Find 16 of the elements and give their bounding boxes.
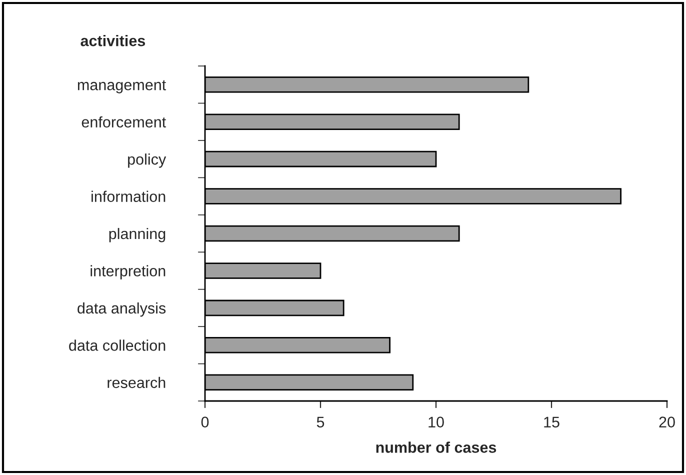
x-tick-label: 0 [201, 416, 209, 428]
x-tick-label: 15 [544, 416, 560, 428]
y-tick-label: policy [128, 154, 166, 168]
x-tick-label: 10 [428, 416, 444, 428]
y-tick-label: data analysis [78, 302, 166, 317]
y-tick-label: information [92, 190, 166, 202]
y-tick-label: interpretion [90, 265, 166, 280]
y-tick-label: research [108, 376, 166, 388]
y-tick-label: planning [109, 228, 166, 242]
y-axis-title: activities [80, 35, 146, 46]
x-axis-title: number of cases [376, 442, 496, 453]
x-tick-label: 20 [659, 416, 675, 428]
y-tick-label: data collection [69, 340, 166, 351]
y-tick-label: management [78, 80, 166, 94]
x-tick-label: 5 [316, 416, 324, 428]
y-tick-label: enforcement [82, 116, 166, 128]
